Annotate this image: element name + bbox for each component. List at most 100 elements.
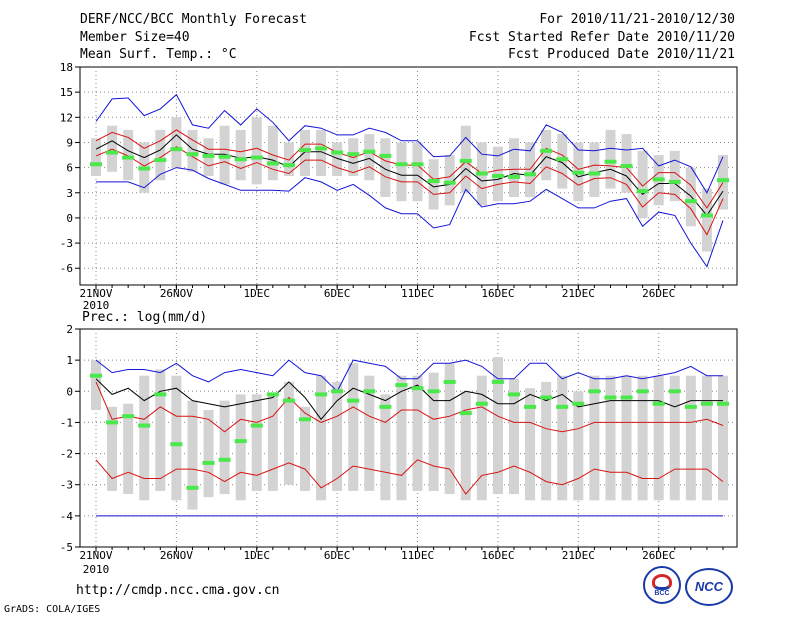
panel-0-member-box [605, 129, 616, 189]
panel-1-lower-line [95, 459, 724, 495]
panel-0-xtick-label: 21NOV [79, 287, 112, 300]
panel-1-xtick-label: 26NOV [160, 549, 193, 562]
panel-1-upper-line [95, 381, 724, 433]
panel-0-mean-marker [315, 146, 328, 151]
panel-1-member-box [653, 375, 664, 501]
panel-0-mean-marker [717, 178, 729, 183]
panel-0-member-box [155, 129, 166, 181]
panel-0-member-box [621, 134, 632, 193]
panel-1-member-box [364, 375, 375, 491]
panel-1-member-box [348, 363, 359, 491]
panel-1-mean-marker [138, 423, 151, 428]
panel-1-member-box [300, 406, 310, 491]
panel-0-mean-marker [250, 155, 263, 160]
bcc-logo: BCC [643, 566, 681, 604]
panel-0-mean-marker [700, 213, 713, 218]
panel-1-member-box [701, 375, 712, 501]
panel-1-mean-marker [299, 417, 311, 422]
panel-0-mean-marker [299, 148, 311, 153]
panel-1-mean-marker [170, 442, 183, 447]
panel-0-member-box [300, 129, 310, 176]
panel-0-ytick-label: -6 [60, 262, 73, 275]
panel-0-member-box [557, 134, 568, 189]
panel-0-member-box [541, 129, 552, 181]
panel-1-ytick-label: 0 [66, 385, 73, 398]
panel-0-frame [79, 66, 738, 286]
member-size-label: Member Size=40 [80, 30, 190, 45]
panel-1-member-box [428, 372, 439, 491]
panel-0-member-box [316, 129, 327, 176]
panel-1-member-box [219, 400, 230, 495]
panel-0-member-box [396, 142, 407, 202]
panel-0-member-box [428, 159, 439, 210]
panel-1-mean-marker [282, 398, 295, 403]
panel-0-member-box [380, 138, 391, 197]
panel-1-member-box [283, 381, 294, 485]
forecast-produced-date: Fcst Produced Date 2010/11/21 [508, 47, 735, 62]
panel-0-mean-marker [202, 153, 215, 158]
panel-1-mean-marker [652, 401, 665, 406]
panel-0-mean-marker [170, 147, 183, 152]
panel-1-frame [79, 328, 738, 548]
panel-1-member-box [107, 406, 118, 491]
panel-1-mean-marker [154, 392, 167, 397]
panel-1-member-box [605, 375, 616, 501]
panel-0-member-box [685, 167, 696, 227]
panel-0-xtick-label: 21DEC [562, 287, 595, 300]
panel-1-member-box [444, 363, 455, 495]
panel-0-member-box [187, 129, 198, 172]
panel-0-mean-marker [347, 152, 360, 157]
panel-0-upper-line [95, 129, 724, 209]
panel-1-mean-marker [315, 392, 328, 397]
panel-1-member-box [155, 369, 166, 491]
panel-1-member-box [685, 375, 696, 501]
panel-1-mean-marker [572, 401, 585, 406]
panel-1-ytick-label: 1 [66, 354, 73, 367]
panel-0-member-box [235, 129, 246, 181]
panel-0-member-box [637, 150, 648, 218]
panel-0-mean-marker [620, 163, 633, 168]
panel-1-mean-marker [443, 379, 456, 384]
panel-0-mean-marker [154, 158, 167, 163]
panel-0-member-box [509, 138, 519, 197]
precip-panel-title: Prec.: log(mm/d) [82, 310, 207, 325]
panel-1-max-line [95, 359, 723, 393]
panel-1-xtick-label: 6DEC [324, 549, 351, 562]
panel-1-xtick-year: 2010 [83, 563, 110, 576]
panel-0-xtick-label: 11DEC [401, 287, 434, 300]
panel-0-member-box [332, 142, 343, 176]
panel-0-mean-marker [331, 150, 344, 155]
panel-1-mean-marker [218, 457, 231, 462]
panel-0-mean-marker [363, 149, 376, 154]
panel-1-member-box [267, 394, 278, 491]
panel-1-xtick-label: 11DEC [401, 549, 434, 562]
panel-1-ytick-label: -4 [60, 510, 74, 523]
panel-0-member-box [701, 188, 712, 252]
panel-1-mean-marker [508, 392, 520, 397]
panel-0-member-box [444, 155, 455, 206]
panel-1-mean-marker [491, 379, 504, 384]
panel-0-ytick-label: 0 [66, 212, 73, 225]
panel-1-mean-marker [604, 395, 617, 400]
panel-1-mean-marker [234, 439, 247, 444]
panel-1-mean-marker [363, 389, 376, 394]
panel-0-mean-marker [282, 163, 295, 168]
panel-0-member-box [91, 138, 101, 176]
panel-0-mean-marker [588, 171, 601, 176]
panel-1-member-box [251, 394, 262, 491]
panel-0-mean-marker [443, 180, 456, 185]
panel-1-member-box [525, 388, 536, 501]
panel-1-mean-marker [620, 395, 633, 400]
panel-0-mean-marker [524, 172, 537, 177]
panel-0-mean-marker [234, 157, 247, 162]
panel-0-mean-marker [652, 177, 665, 182]
figure-title: DERF/NCC/BCC Monthly Forecast [80, 12, 307, 27]
panel-1-mean-marker [700, 401, 713, 406]
panel-0-mean-marker [218, 154, 231, 159]
panel-1-mean-marker [250, 423, 263, 428]
panel-1-xtick-label: 16DEC [481, 549, 514, 562]
panel-0-mean-marker [186, 152, 199, 157]
panel-1-mean-marker [636, 389, 649, 394]
panel-1-member-box [412, 375, 423, 491]
panel-1-ytick-label: 2 [66, 323, 73, 336]
